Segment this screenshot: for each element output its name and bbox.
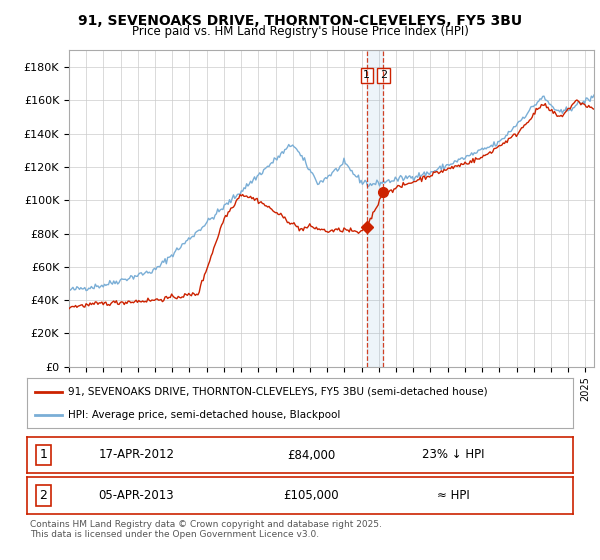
Text: Price paid vs. HM Land Registry's House Price Index (HPI): Price paid vs. HM Land Registry's House …	[131, 25, 469, 38]
Text: 91, SEVENOAKS DRIVE, THORNTON-CLEVELEYS, FY5 3BU: 91, SEVENOAKS DRIVE, THORNTON-CLEVELEYS,…	[78, 14, 522, 28]
Text: 05-APR-2013: 05-APR-2013	[98, 489, 174, 502]
Text: 23% ↓ HPI: 23% ↓ HPI	[422, 449, 484, 461]
Text: £84,000: £84,000	[287, 449, 335, 461]
Text: 1: 1	[40, 449, 47, 461]
Text: 2: 2	[380, 71, 387, 81]
Text: 1: 1	[363, 71, 370, 81]
Bar	[367, 50, 383, 367]
Text: 2: 2	[40, 489, 47, 502]
Text: ≈ HPI: ≈ HPI	[437, 489, 469, 502]
Text: HPI: Average price, semi-detached house, Blackpool: HPI: Average price, semi-detached house,…	[68, 410, 340, 420]
Text: 17-APR-2012: 17-APR-2012	[98, 449, 174, 461]
Text: 91, SEVENOAKS DRIVE, THORNTON-CLEVELEYS, FY5 3BU (semi-detached house): 91, SEVENOAKS DRIVE, THORNTON-CLEVELEYS,…	[68, 386, 488, 396]
Text: Contains HM Land Registry data © Crown copyright and database right 2025.
This d: Contains HM Land Registry data © Crown c…	[30, 520, 382, 539]
Text: £105,000: £105,000	[283, 489, 339, 502]
